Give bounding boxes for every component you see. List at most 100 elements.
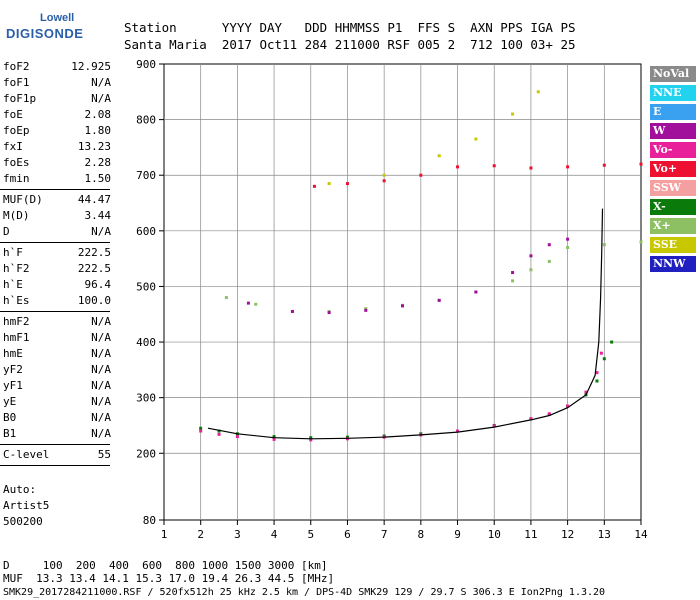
legend-item-xminus: X-: [650, 199, 696, 215]
param-row: h`F 222.5: [3, 246, 111, 262]
data-point: [529, 254, 533, 258]
param-value: 100.0: [77, 294, 111, 307]
data-point: [595, 371, 599, 375]
param-row: fxI 13.23: [3, 140, 111, 156]
data-point: [566, 237, 570, 241]
data-point: [272, 435, 276, 439]
data-point: [364, 308, 368, 312]
y-tick-label: 700: [136, 169, 156, 182]
data-point: [595, 379, 599, 383]
param-value: N/A: [91, 225, 111, 238]
y-tick-label: 600: [136, 225, 156, 238]
footer-muf-row: MUF 13.3 13.4 14.1 15.3 17.0 19.4 26.3 4…: [3, 572, 335, 585]
param-label: foEs: [3, 156, 30, 169]
data-point: [584, 390, 588, 394]
logo-lowell: Lowell: [40, 12, 75, 24]
data-point: [272, 437, 276, 441]
clevel-value: 55: [97, 448, 111, 461]
param-label: fxI: [3, 140, 23, 153]
data-point: [456, 165, 460, 169]
data-point: [566, 165, 570, 169]
param-value: 222.5: [77, 246, 111, 259]
data-point: [511, 271, 515, 275]
param-label: B1: [3, 427, 17, 440]
param-row: hmF2 N/A: [3, 315, 111, 331]
param-label: D: [3, 225, 10, 238]
param-label: M(D): [3, 209, 30, 222]
param-label: B0: [3, 411, 17, 424]
legend-item-xplus: X+: [650, 218, 696, 234]
param-row: foF1p N/A: [3, 92, 111, 108]
param-row: foF1 N/A: [3, 76, 111, 92]
param-row: h`E 96.4: [3, 278, 111, 294]
legend-item-noval: NoVal: [650, 66, 696, 82]
data-point: [345, 182, 349, 186]
legend-item-nnw: NNW: [650, 256, 696, 272]
param-value: 96.4: [84, 278, 112, 291]
auto-code: 500200: [3, 515, 43, 528]
panel-divider: [0, 311, 110, 312]
data-point: [456, 429, 460, 433]
data-point: [246, 301, 250, 305]
data-point: [199, 429, 203, 433]
param-label: MUF(D): [3, 193, 43, 206]
data-point: [529, 268, 533, 272]
data-point: [474, 290, 478, 294]
auto-artist: Artist5: [3, 499, 50, 512]
param-row: foE 2.08: [3, 108, 111, 124]
data-point: [364, 307, 368, 311]
param-label: foF2: [3, 60, 30, 73]
x-tick-label: 1: [161, 528, 168, 541]
param-row: h`F2 222.5: [3, 262, 111, 278]
param-label: h`F: [3, 246, 23, 259]
data-point: [566, 404, 570, 408]
param-row: fmin 1.50: [3, 172, 111, 188]
auto-label: Auto:: [3, 483, 37, 496]
y-tick-label: 400: [136, 336, 156, 349]
clevel-row: C-level 55: [3, 448, 111, 464]
param-row: h`Es 100.0: [3, 294, 111, 310]
y-tick-label: 500: [136, 280, 156, 293]
data-point: [217, 429, 221, 433]
data-point: [382, 179, 386, 183]
legend-item-vominus: Vo-: [650, 142, 696, 158]
param-value: 44.47: [77, 193, 111, 206]
param-value: N/A: [91, 427, 111, 440]
x-tick-label: 2: [197, 528, 204, 541]
param-value: N/A: [91, 363, 111, 376]
x-tick-label: 6: [344, 528, 351, 541]
param-value: N/A: [91, 379, 111, 392]
param-value: N/A: [91, 347, 111, 360]
x-tick-label: 11: [524, 528, 537, 541]
data-point: [511, 279, 515, 283]
param-row: B0 N/A: [3, 411, 111, 427]
x-tick-label: 12: [561, 528, 574, 541]
param-value: N/A: [91, 315, 111, 328]
param-label: h`F2: [3, 262, 30, 275]
legend-item-w: W: [650, 123, 696, 139]
data-point: [547, 412, 551, 416]
legend-item-e: E: [650, 104, 696, 120]
param-label: hmF1: [3, 331, 30, 344]
data-point: [492, 164, 496, 168]
legend-item-sse: SSE: [650, 237, 696, 253]
data-point: [309, 438, 313, 442]
legend-item-nne: NNE: [650, 85, 696, 101]
legend-item-ssw: SSW: [650, 180, 696, 196]
param-row: yF1 N/A: [3, 379, 111, 395]
logo-digisonde: DIGISONDE: [6, 26, 84, 41]
data-point: [639, 162, 643, 166]
data-point: [511, 112, 515, 116]
data-point: [401, 304, 404, 308]
x-tick-label: 4: [271, 528, 278, 541]
param-row: foF2 12.925: [3, 60, 111, 76]
header-row-labels: Station YYYY DAY DDD HHMMSS P1 FFS S AXN…: [124, 20, 576, 35]
clevel-label: C-level: [3, 448, 50, 461]
param-label: yE: [3, 395, 17, 408]
param-value: 3.44: [84, 209, 112, 222]
panel-divider: [0, 465, 110, 466]
x-tick-label: 10: [488, 528, 501, 541]
x-tick-label: 9: [454, 528, 461, 541]
param-value: 222.5: [77, 262, 111, 275]
